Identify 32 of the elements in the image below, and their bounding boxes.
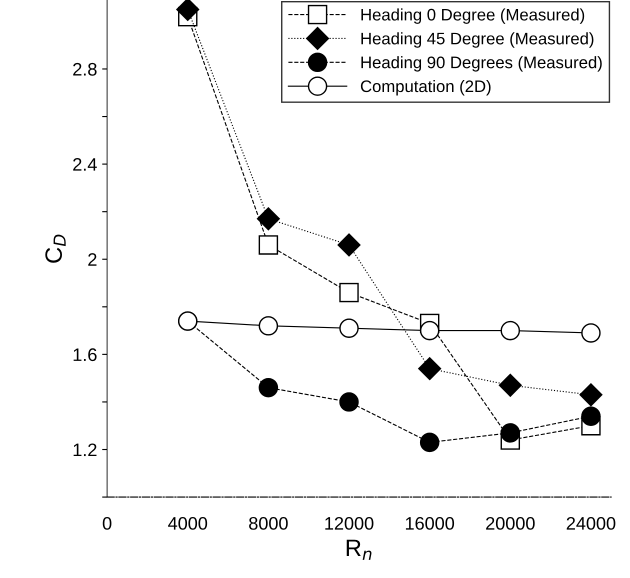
point <box>176 0 200 22</box>
y-tick-label: 1.6 <box>74 348 97 362</box>
point <box>338 233 361 256</box>
y-tick-label: 1.2 <box>74 443 96 456</box>
y-axis-title: C$_{D}$ <box>45 234 66 263</box>
y-tick-label: 2.8 <box>73 62 97 76</box>
legend-label: Heading 45 Degree (Measured) <box>361 32 594 48</box>
point <box>420 432 440 452</box>
x-axis-title: R$_{n}$ <box>346 540 372 560</box>
y-tick-label: 2.4 <box>73 158 97 171</box>
legend-label: Heading 90 Degrees (Measured) <box>361 56 602 72</box>
point <box>258 235 278 255</box>
x-tick-label: 0 <box>102 517 112 530</box>
point <box>258 378 278 398</box>
point <box>500 423 520 443</box>
point <box>418 357 442 380</box>
point <box>420 320 440 340</box>
x-tick-label: 12000 <box>325 517 374 530</box>
point <box>498 374 522 397</box>
legend-label: Computation (2D) <box>360 80 491 96</box>
x-tick-label: 8000 <box>249 517 288 530</box>
x-tick-label: 16000 <box>406 517 454 530</box>
point <box>339 282 359 302</box>
legend-label: Heading 0 Degree (Measured) <box>361 8 584 24</box>
point <box>256 207 280 230</box>
point <box>579 383 602 406</box>
x-tick-label: 20000 <box>486 517 535 530</box>
x-tick-label: 24000 <box>566 517 616 530</box>
x-tick-label: 4000 <box>168 517 208 530</box>
y-tick-label: 2 <box>88 253 96 266</box>
point <box>581 406 601 426</box>
point <box>339 392 359 412</box>
